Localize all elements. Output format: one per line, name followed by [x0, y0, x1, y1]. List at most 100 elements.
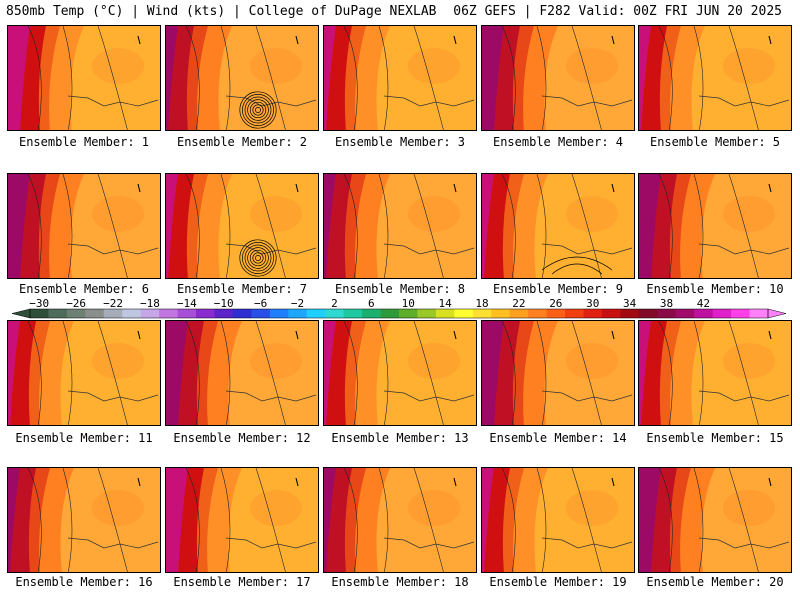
colorbar-swatch: [30, 309, 49, 318]
ensemble-panel-19: [481, 467, 635, 573]
ensemble-panel-12: [165, 320, 319, 426]
colorbar-swatch: [122, 309, 142, 318]
ensemble-panel-16: [7, 467, 161, 573]
colorbar-tick-label: 18: [475, 297, 488, 310]
colorbar-swatch: [288, 309, 308, 318]
colorbar-tick-label: 14: [439, 297, 453, 310]
ensemble-member-label: Ensemble Member: 5: [649, 135, 781, 149]
ensemble-panel-17: [165, 467, 319, 573]
ensemble-panel-18: [323, 467, 477, 573]
ensemble-member-label: Ensemble Member: 10: [646, 282, 784, 296]
colorbar-tick-label: 22: [512, 297, 525, 310]
colorbar-tick-label: 38: [660, 297, 673, 310]
colorbar-tick-label: −14: [177, 297, 197, 310]
colorbar-tick-label: 34: [623, 297, 637, 310]
colorbar-swatch: [601, 309, 621, 318]
ensemble-member-label: Ensemble Member: 9: [492, 282, 624, 296]
colorbar-swatch: [638, 309, 658, 318]
colorbar-swatch: [417, 309, 437, 318]
header-run-info: 06Z GEFS | F282 Valid: 00Z FRI JUN 20 20…: [453, 4, 782, 19]
colorbar-left-arrow: [11, 308, 31, 319]
ensemble-member-label: Ensemble Member: 15: [646, 431, 784, 445]
colorbar-tick-label: 10: [402, 297, 415, 310]
colorbar-tick-label: −22: [103, 297, 123, 310]
ensemble-panel-4: [481, 25, 635, 131]
colorbar-swatch: [177, 309, 197, 318]
ensemble-member-label: Ensemble Member: 12: [173, 431, 311, 445]
ensemble-panel-14: [481, 320, 635, 426]
ensemble-member-label: Ensemble Member: 8: [334, 282, 466, 296]
colorbar-swatch: [583, 309, 603, 318]
ensemble-panel-8: [323, 173, 477, 279]
colorbar-swatch: [491, 309, 511, 318]
ensemble-panel-7: [165, 173, 319, 279]
ensemble-member-label: Ensemble Member: 16: [15, 575, 153, 589]
ensemble-panel-2: [165, 25, 319, 131]
colorbar-swatch: [712, 309, 732, 318]
colorbar-swatch: [85, 309, 105, 318]
colorbar-swatch: [214, 309, 234, 318]
colorbar-swatch: [380, 309, 400, 318]
colorbar-tick-label: −30: [29, 297, 49, 310]
colorbar-swatch: [657, 309, 677, 318]
colorbar-swatch: [675, 309, 695, 318]
ensemble-member-label: Ensemble Member: 18: [331, 575, 469, 589]
colorbar-tick-label: 42: [697, 297, 710, 310]
ensemble-panel-13: [323, 320, 477, 426]
colorbar-tick-label: −6: [254, 297, 267, 310]
ensemble-member-label: Ensemble Member: 14: [489, 431, 627, 445]
ensemble-member-label: Ensemble Member: 3: [334, 135, 466, 149]
temperature-colorbar: −30 −26 −22 −18 −14 −10 −6 −2 2 6 10 14 18 22 26 30 34 38…: [11, 297, 787, 319]
ensemble-member-label: Ensemble Member: 17: [173, 575, 311, 589]
colorbar-swatch: [140, 309, 160, 318]
ensemble-member-label: Ensemble Member: 7: [176, 282, 308, 296]
colorbar-swatch: [565, 309, 584, 318]
ensemble-panel-9: [481, 173, 635, 279]
ensemble-panel-15: [638, 320, 792, 426]
colorbar-tick-label: −10: [214, 297, 234, 310]
ensemble-member-label: Ensemble Member: 4: [492, 135, 624, 149]
ensemble-member-label: Ensemble Member: 1: [18, 135, 150, 149]
colorbar-swatch: [731, 309, 751, 318]
ensemble-member-label: Ensemble Member: 19: [489, 575, 627, 589]
header-title: 850mb Temp (°C) | Wind (kts) | College o…: [6, 4, 437, 19]
colorbar-tick-label: −18: [140, 297, 160, 310]
ensemble-panel-1: [7, 25, 161, 131]
colorbar-tick-label: −26: [66, 297, 86, 310]
colorbar-tick-label: −2: [291, 297, 304, 310]
colorbar-swatch: [694, 309, 714, 318]
colorbar-right-arrow: [767, 308, 787, 319]
colorbar-swatch: [232, 309, 252, 318]
ensemble-panel-5: [638, 25, 792, 131]
colorbar-swatch: [749, 309, 769, 318]
colorbar-swatch: [472, 309, 492, 318]
colorbar-swatch: [362, 309, 382, 318]
colorbar-tick-label: 30: [586, 297, 599, 310]
colorbar-swatch: [325, 309, 345, 318]
colorbar-swatch: [159, 309, 179, 318]
colorbar-swatch: [546, 309, 566, 318]
colorbar-swatch: [435, 309, 455, 318]
ensemble-panel-11: [7, 320, 161, 426]
colorbar-tick-label: 6: [368, 297, 375, 310]
colorbar-swatch: [103, 309, 123, 318]
ensemble-member-label: Ensemble Member: 6: [18, 282, 150, 296]
colorbar-swatch: [48, 309, 68, 318]
colorbar-swatch: [269, 309, 289, 318]
ensemble-panel-10: [638, 173, 792, 279]
colorbar-swatch: [251, 309, 271, 318]
colorbar-swatch: [528, 309, 548, 318]
colorbar-tick-label: 26: [549, 297, 562, 310]
colorbar-swatch: [509, 309, 529, 318]
colorbar-swatch: [306, 309, 326, 318]
ensemble-member-label: Ensemble Member: 11: [15, 431, 153, 445]
ensemble-member-label: Ensemble Member: 2: [176, 135, 308, 149]
ensemble-member-label: Ensemble Member: 13: [331, 431, 469, 445]
colorbar-swatch: [399, 309, 418, 318]
colorbar-swatch: [343, 309, 363, 318]
colorbar-swatch: [66, 309, 86, 318]
colorbar-swatch: [454, 309, 474, 318]
ensemble-panel-6: [7, 173, 161, 279]
colorbar-outline: [29, 308, 769, 319]
colorbar-swatch: [196, 309, 215, 318]
